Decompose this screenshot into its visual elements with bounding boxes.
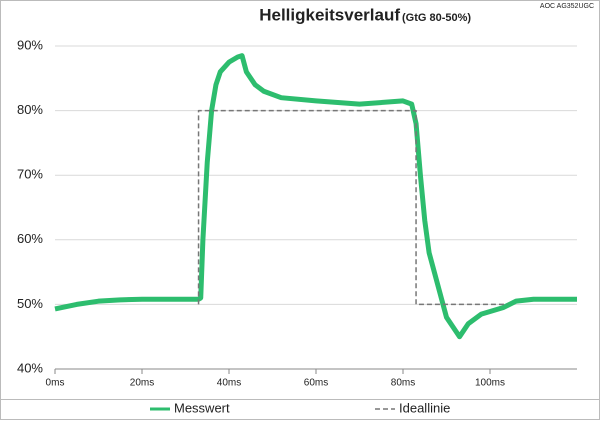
y-tick-label: 60% [17,231,43,246]
chart-title: Helligkeitsverlauf [259,5,400,24]
x-tick-label: 60ms [304,378,328,389]
y-tick-label: 40% [17,360,43,375]
series-line [197,109,508,306]
x-tick-label: 40ms [217,378,241,389]
x-tick-label: 80ms [391,378,415,389]
y-tick-label: 50% [17,296,43,311]
y-tick-label: 80% [17,102,43,117]
x-tick-label: 0ms [46,378,65,389]
x-tick-label: 100ms [475,378,505,389]
annotation: AOC AG352UGC [540,3,594,10]
legend-label: Messwert [174,400,230,415]
x-tick-label: 20ms [130,378,154,389]
y-tick-label: 90% [17,37,43,52]
chart-subtitle: (GtG 80-50%) [402,12,471,24]
series-line [54,53,577,340]
legend-label: Ideallinie [399,400,450,415]
y-tick-label: 70% [17,167,43,182]
